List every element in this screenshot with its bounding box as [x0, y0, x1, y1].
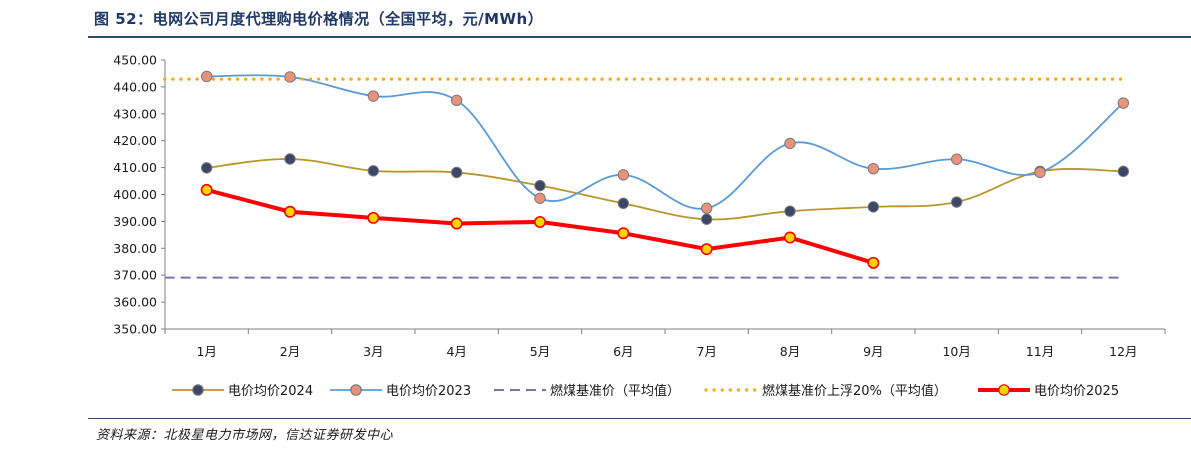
x-tick-label: 12月 — [1109, 344, 1137, 359]
data-point — [200, 162, 213, 174]
x-tick-label: 6月 — [613, 344, 633, 359]
legend-label: 燃煤基准价上浮20%（平均值） — [762, 383, 947, 399]
legend-label: 电价均价2023 — [386, 384, 471, 399]
data-point — [700, 213, 713, 225]
x-tick-label: 10月 — [942, 344, 970, 359]
data-point — [617, 227, 630, 240]
y-tick-label: 380.00 — [113, 241, 157, 256]
data-point — [367, 165, 380, 177]
data-point — [617, 169, 630, 181]
y-tick-label: 450.00 — [113, 53, 157, 68]
series-line-0 — [206, 158, 1124, 221]
chart-series-lines — [163, 74, 1125, 279]
legend-label: 燃煤基准价（平均值） — [550, 383, 680, 399]
data-point — [700, 243, 713, 256]
x-tick-label: 8月 — [780, 344, 800, 359]
data-point — [450, 94, 463, 107]
chart-series-markers — [200, 70, 1130, 269]
data-point — [950, 153, 963, 165]
data-point — [784, 137, 796, 150]
y-tick-label: 410.00 — [113, 160, 157, 175]
data-point — [283, 205, 296, 218]
x-tick-label: 7月 — [696, 344, 716, 359]
data-point — [1034, 166, 1046, 179]
x-tick-label: 5月 — [530, 344, 550, 359]
data-point — [1117, 165, 1130, 178]
x-tick-label: 3月 — [363, 344, 383, 359]
y-tick-label: 440.00 — [113, 79, 157, 94]
legend-marker — [192, 384, 204, 396]
data-point — [533, 215, 546, 228]
y-tick-label: 420.00 — [113, 133, 157, 148]
x-tick-label: 2月 — [280, 344, 300, 359]
source-divider — [88, 418, 1191, 419]
series-line-1 — [206, 74, 1124, 210]
data-point — [534, 179, 546, 192]
legend-label: 电价均价2024 — [228, 384, 313, 399]
data-point — [200, 183, 213, 196]
data-point — [784, 205, 796, 217]
data-point — [1117, 97, 1130, 109]
data-point — [867, 162, 880, 175]
data-point — [950, 196, 963, 208]
y-tick-label: 430.00 — [113, 106, 157, 121]
data-point — [534, 192, 546, 204]
data-point — [367, 90, 380, 102]
x-tick-label: 11月 — [1026, 344, 1054, 359]
data-point — [450, 166, 463, 179]
data-point — [867, 256, 880, 269]
y-tick-label: 360.00 — [113, 295, 157, 310]
source-note: 资料来源：北极星电力市场网，信达证券研发中心 — [96, 428, 394, 443]
data-point — [450, 217, 463, 230]
data-point — [200, 70, 213, 83]
data-point — [284, 71, 296, 83]
y-tick-label: 390.00 — [113, 214, 157, 229]
data-point — [367, 211, 380, 224]
y-tick-label: 350.00 — [113, 322, 157, 337]
legend-marker — [998, 384, 1010, 396]
legend-label: 电价均价2025 — [1034, 384, 1119, 399]
x-tick-label: 4月 — [446, 344, 466, 359]
x-tick-label: 9月 — [863, 344, 883, 359]
data-point — [700, 202, 713, 214]
y-tick-label: 400.00 — [113, 187, 157, 202]
y-tick-label: 370.00 — [113, 268, 157, 283]
data-point — [617, 197, 630, 210]
data-point — [783, 231, 796, 244]
legend-marker — [350, 384, 362, 396]
chart-legend: 电价均价2024 电价均价2023 燃煤基准价（平均值） 燃煤基准价上浮20%（平均值… — [172, 383, 1119, 399]
title-divider — [88, 36, 1191, 38]
data-point — [867, 201, 880, 213]
data-point — [284, 153, 296, 165]
chart-axes: 350.00 360.00 370.00 380.00 390.00 400.00 410.… — [113, 53, 1166, 359]
x-tick-label: 1月 — [196, 344, 216, 359]
figure-title: 图 52：电网公司月度代理购电价格情况（全国平均，元/MWh） — [94, 10, 544, 28]
